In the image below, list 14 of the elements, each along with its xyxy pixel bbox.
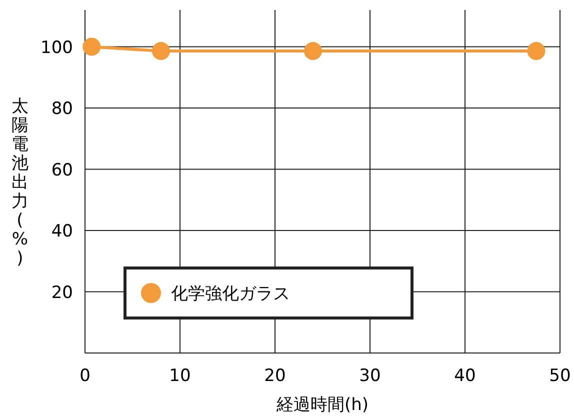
text: 太陽電池出力(%) <box>12 96 28 268</box>
y-tick-label: 20 <box>51 282 73 303</box>
x-tick-label: 40 <box>454 366 476 386</box>
x-tick-label: 10 <box>169 366 191 386</box>
x-tick-label: 30 <box>359 366 381 386</box>
y-tick-label: 40 <box>51 222 73 242</box>
y-tick-label: 80 <box>51 99 73 119</box>
x-tick-label: 0 <box>80 366 90 386</box>
y-tick-label: 100 <box>40 38 73 58</box>
x-tick-label: 50 <box>549 366 571 386</box>
y-tick-label: 60 <box>51 160 73 180</box>
legend-label: 化学強化ガラス <box>171 284 290 304</box>
x-axis-title: 経過時間(h) <box>275 395 369 415</box>
x-tick-label: 20 <box>264 366 286 386</box>
